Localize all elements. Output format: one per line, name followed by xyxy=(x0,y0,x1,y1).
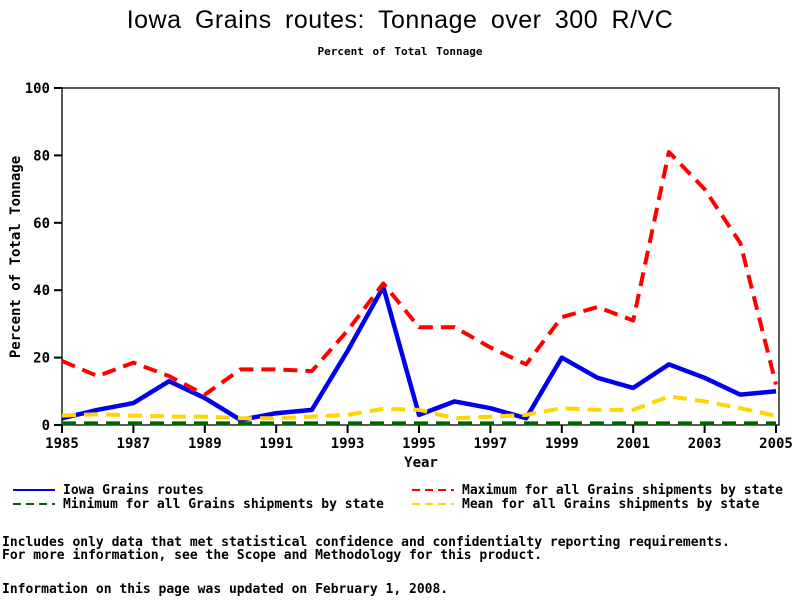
legend-line-swatch-icon xyxy=(412,489,454,491)
x-axis-label: Year xyxy=(404,455,438,471)
series-lines xyxy=(61,150,778,426)
legend-label: Iowa Grains routes xyxy=(63,482,204,498)
x-tick-label: 1987 xyxy=(117,436,151,452)
legend-item-maximum: Maximum for all Grains shipments by stat… xyxy=(412,482,783,498)
series-line-3 xyxy=(61,394,777,421)
legend-item-mean: Mean for all Grains shipments by state xyxy=(412,496,760,512)
legend-label: Minimum for all Grains shipments by stat… xyxy=(63,496,384,512)
series-line-0 xyxy=(61,284,777,423)
series-line-1 xyxy=(61,150,778,397)
footnote-updated: Information on this page was updated on … xyxy=(2,582,449,597)
x-tick-label: 1985 xyxy=(45,436,79,452)
chart-title: Iowa Grains routes: Tonnage over 300 R/V… xyxy=(126,6,674,34)
x-tick-label: 1997 xyxy=(474,436,508,452)
legend-line-swatch-icon xyxy=(412,503,454,505)
y-tick-label: 60 xyxy=(33,216,50,232)
y-tick-label: 80 xyxy=(33,148,50,164)
line-chart: 0 20 40 60 80 100 1985 1987 1989 1991 1993 1995 1997… xyxy=(8,81,793,471)
legend-line-swatch-icon xyxy=(13,503,55,505)
y-tick-label: 0 xyxy=(42,418,50,434)
legend-label: Maximum for all Grains shipments by stat… xyxy=(462,482,783,498)
legend-item-iowa-grains-routes: Iowa Grains routes xyxy=(13,482,204,498)
y-tick-label: 100 xyxy=(25,81,50,97)
y-tick-label: 40 xyxy=(33,283,50,299)
x-tick-label: 2003 xyxy=(688,436,722,452)
x-tick-label: 2005 xyxy=(759,436,793,452)
footnote-line-1: Includes only data that met statistical … xyxy=(2,535,730,550)
y-tick-label: 20 xyxy=(33,351,50,367)
legend-label: Mean for all Grains shipments by state xyxy=(462,496,760,512)
x-tick-label: 1999 xyxy=(545,436,579,452)
footnote-line-2: For more information, see the Scope and … xyxy=(2,548,543,563)
legend-item-minimum: Minimum for all Grains shipments by stat… xyxy=(13,496,384,512)
chart-subtitle: Percent of Total Tonnage xyxy=(317,45,483,58)
x-tick-label: 1995 xyxy=(402,436,436,452)
y-axis-label: Percent of Total Tonnage xyxy=(8,156,24,358)
x-tick-label: 2001 xyxy=(616,436,650,452)
x-tick-label: 1989 xyxy=(188,436,222,452)
axis-ticks: 0 20 40 60 80 100 1985 1987 1989 1991 1993 1995 1997… xyxy=(25,81,793,452)
x-tick-label: 1991 xyxy=(259,436,293,452)
x-tick-label: 1993 xyxy=(331,436,365,452)
legend-line-swatch-icon xyxy=(13,489,55,491)
